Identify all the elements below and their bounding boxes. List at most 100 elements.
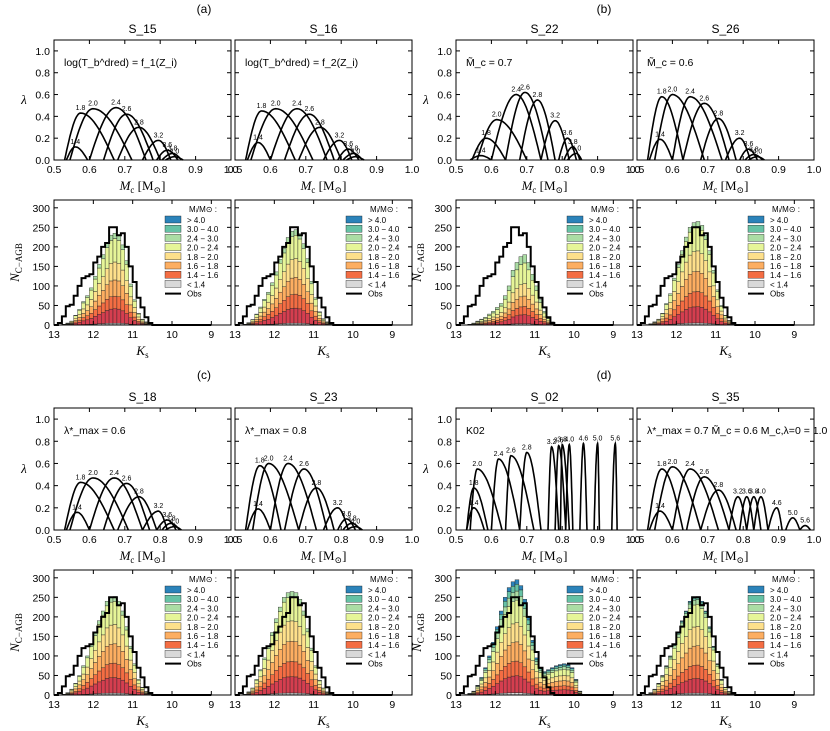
axis-label-sub: c: [311, 555, 315, 565]
legend-swatch: [164, 585, 182, 594]
histogram-bar-segment: [546, 671, 551, 675]
legend-swatch: [747, 650, 765, 658]
histogram-bar-segment: [680, 286, 685, 302]
mass-curve: [784, 516, 801, 531]
histogram-bar-segment: [128, 659, 133, 670]
histogram-bar-segment: [506, 290, 512, 303]
y-tick-label: 250: [434, 222, 452, 234]
histogram-bar-segment: [506, 308, 512, 315]
y-tick-label: 300: [32, 203, 50, 215]
histogram-bar-segment: [262, 316, 267, 321]
mass-curve-label: 5.0: [593, 435, 603, 442]
axis-label-sub: s: [145, 350, 149, 360]
mass-curve-label: 2.0: [88, 470, 98, 477]
histogram-bar-segment: [258, 306, 263, 309]
histogram-bar-segment: [676, 305, 681, 315]
mass-curve-label: 2.0: [88, 101, 98, 108]
histogram-bar-segment: [499, 680, 504, 694]
histogram-bar-segment: [250, 691, 255, 693]
histogram-bar-segment: [684, 680, 689, 694]
histogram-bar-segment: [538, 686, 543, 691]
histogram-bar-segment: [558, 675, 563, 682]
histogram-bar-segment: [514, 675, 520, 693]
mass-curve-label: 1.8: [257, 103, 267, 110]
mass-curve-label: 1.8: [657, 89, 667, 96]
legend-label: 1.4 − 1.6: [187, 641, 219, 650]
axis-label-units-sub: ⊙: [335, 555, 343, 565]
histogram-bar-segment: [569, 686, 575, 691]
x-tick-label: 0.6: [484, 534, 499, 546]
histogram-bar-segment: [522, 254, 527, 264]
histogram-bar-segment: [562, 685, 567, 690]
histogram-bar-segment: [691, 665, 697, 679]
legend-swatch: [566, 631, 584, 640]
y-tick-label: 100: [434, 281, 452, 293]
axis-label-units-close: ]: [342, 548, 346, 563]
legend-label: 1.8 − 2.0: [187, 253, 219, 262]
mass-curve: [69, 107, 133, 161]
axis-label-units: [M: [134, 178, 154, 193]
histogram-bar-segment: [136, 692, 141, 695]
histogram-bar-segment: [77, 309, 82, 311]
histogram-bar-segment: [503, 298, 508, 308]
axis-label-main: N: [7, 272, 22, 283]
axis-label-sub: c: [532, 555, 536, 565]
legend-swatch: [747, 224, 765, 233]
x-tick-label: 0.5: [228, 164, 243, 176]
histogram-bar-segment: [321, 691, 326, 693]
histogram-bar-segment: [711, 296, 716, 308]
histogram-bar-segment: [124, 293, 129, 305]
axis-label-main: M: [702, 548, 715, 563]
histogram-bar-segment: [270, 674, 275, 685]
y-tick-label: 150: [434, 261, 452, 273]
histogram-bar-segment: [100, 651, 106, 669]
axis-label-main: K: [135, 713, 146, 728]
histogram-bar-segment: [715, 685, 720, 690]
histogram-bar-segment: [317, 312, 322, 316]
histogram-bar-segment: [89, 685, 94, 695]
axis-label-main: K: [537, 713, 548, 728]
legend-swatch: [566, 604, 584, 612]
mass-curve-label: 4.0: [564, 437, 574, 444]
model-annotation: λ*_max = 0.6: [64, 425, 126, 437]
plot-frame: [636, 407, 815, 531]
histogram-bar-segment: [297, 279, 303, 296]
legend-title: Mᵢ/M⊙ :: [591, 205, 619, 214]
x-tick-label: 0.5: [449, 164, 464, 176]
histogram-bar-segment: [514, 269, 520, 289]
y-tick-label: 50: [38, 300, 50, 312]
legend-label: 1.8 − 2.0: [589, 253, 621, 262]
mass-curve: [246, 141, 272, 161]
histogram-bar-segment: [73, 691, 78, 694]
histogram-bar-segment: [309, 302, 314, 312]
histogram-bar-segment: [297, 603, 303, 627]
plot-frame: [234, 569, 413, 696]
histogram-bar-segment: [495, 320, 500, 323]
histogram-bar-segment: [297, 626, 303, 646]
legend-label: 1.4 − 1.6: [770, 271, 802, 280]
histogram-bar-segment: [495, 674, 500, 684]
histogram-bar-segment: [136, 313, 141, 318]
histogram-bar-segment: [518, 626, 524, 645]
mass-curve: [465, 506, 486, 531]
histogram-bar-segment: [522, 650, 527, 668]
histogram-bar-segment: [128, 286, 133, 298]
histogram-bar-segment: [266, 318, 271, 325]
legend-label: 2.0 − 2.4: [368, 244, 400, 253]
histogram-bar-segment: [289, 620, 295, 642]
legend-label: 2.0 − 2.4: [187, 244, 219, 253]
histogram-bar-segment: [530, 660, 535, 670]
mass-curve-label: 4.6: [772, 500, 782, 507]
histogram-bar-segment: [289, 661, 295, 677]
histogram-bar-segment: [124, 682, 129, 694]
histogram-bar-segment: [526, 315, 531, 324]
histogram-bar-segment: [278, 649, 283, 667]
mass-curve: [165, 525, 182, 531]
histogram-bar-segment: [506, 627, 512, 646]
group-label: (b): [597, 2, 612, 16]
lambda-panel: S_15 0.5 0.6 0.7 0.8 0.9 1.0 0.0 0.2 0.4 0.6 0.8 1.0…: [20, 22, 238, 195]
legend-swatch: [345, 224, 363, 233]
histogram-bar-segment: [250, 689, 255, 692]
histogram-bar-segment: [116, 664, 122, 679]
group-label: (c): [197, 368, 211, 382]
